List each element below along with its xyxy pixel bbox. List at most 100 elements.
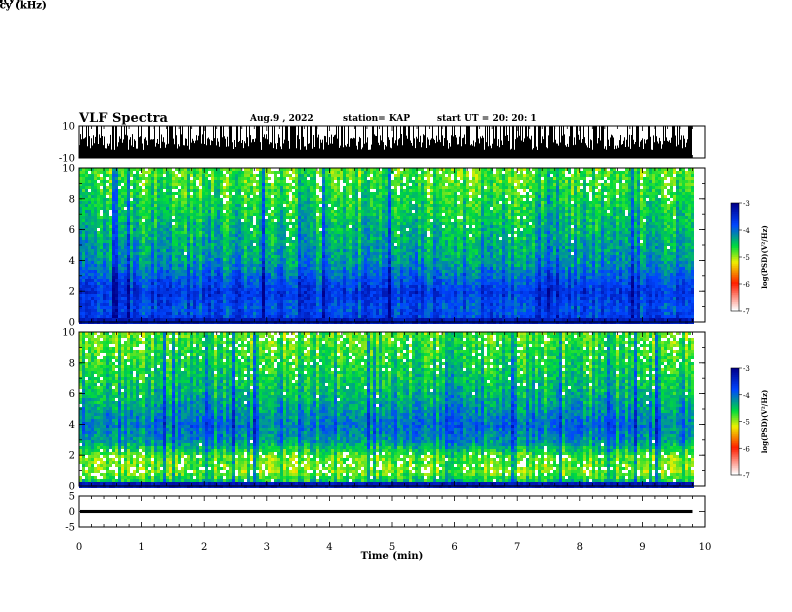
ch1-spectrogram-cell xyxy=(304,249,307,252)
ch1-spectrogram-cell xyxy=(124,231,127,234)
ch1-spectrogram-cell xyxy=(100,198,103,201)
ch1-spectrogram-cell xyxy=(82,204,85,207)
ch1-spectrogram-cell xyxy=(220,243,223,246)
ch1-spectrogram-cell xyxy=(106,279,109,282)
ch1-spectrogram-cell xyxy=(220,237,223,240)
ch1-spectrogram-cell xyxy=(262,315,265,318)
ch1-spectrogram-cell xyxy=(115,225,118,228)
ch1-spectrogram-cell xyxy=(223,315,226,318)
ch1-spectrogram-cell xyxy=(229,315,232,318)
ch1-spectrogram-cell xyxy=(187,243,190,246)
ch1-spectrogram-cell xyxy=(325,297,328,300)
ch1-spectrogram-cell xyxy=(322,291,325,294)
ch1-spectrogram-cell xyxy=(151,291,154,294)
ch1-spectrogram-cell xyxy=(334,276,337,279)
ch1-spectrogram-cell xyxy=(295,288,298,291)
ch1-spectrogram-cell xyxy=(223,231,226,234)
ch1-spectrogram-cell xyxy=(124,171,127,174)
ch1-spectrogram-cell xyxy=(172,195,175,198)
ch1-spectrogram-cell xyxy=(325,186,328,189)
ch1-spectrogram-cell xyxy=(241,303,244,306)
ch1-spectrogram-cell xyxy=(265,303,268,306)
ch1-spectrogram-cell xyxy=(334,234,337,237)
ch1-spectrogram-cell xyxy=(217,303,220,306)
ch1-spectrogram-cell xyxy=(175,225,178,228)
ch1-spectrogram-cell xyxy=(271,273,274,276)
ch1-spectrogram-cell xyxy=(244,288,247,291)
ch1-spectrogram-cell xyxy=(337,291,340,294)
ch1-spectrogram-cell xyxy=(352,282,355,285)
ch1-spectrogram-cell xyxy=(82,240,85,243)
ch1-spectrogram-cell xyxy=(172,261,175,264)
ch1-spectrogram-cell xyxy=(148,231,151,234)
ch1-spectrogram-cell xyxy=(217,261,220,264)
ch1-spectrogram-cell xyxy=(157,216,160,219)
ch1-spectrogram-cell xyxy=(307,198,310,201)
ch1-spectrogram-cell xyxy=(136,201,139,204)
ch1-spectrogram-cell xyxy=(301,312,304,315)
ch1-spectrogram-cell xyxy=(181,195,184,198)
ch1-spectrogram-cell xyxy=(262,303,265,306)
ch1-spectrogram-cell xyxy=(268,315,271,318)
ch1-spectrogram-cell xyxy=(325,210,328,213)
ch1-spectrogram-cell xyxy=(109,204,112,207)
ch1-spectrogram-cell xyxy=(178,216,181,219)
ch1-spectrogram-cell xyxy=(91,201,94,204)
ch1-spectrogram-cell xyxy=(217,294,220,297)
ch1-spectrogram-cell xyxy=(334,279,337,282)
ch1-spectrogram-cell xyxy=(280,228,283,231)
ch1-spectrogram-cell xyxy=(172,234,175,237)
ch1-spectrogram-cell xyxy=(82,288,85,291)
ch1-spectrogram-cell xyxy=(196,216,199,219)
ch1-spectrogram-cell xyxy=(148,171,151,174)
ch1-spectrogram-cell xyxy=(142,255,145,258)
ch1-spectrogram-cell xyxy=(226,231,229,234)
ch1-spectrogram-cell xyxy=(205,288,208,291)
ch1-spectrogram-cell xyxy=(232,318,235,321)
ch1-spectrogram-cell xyxy=(316,258,319,261)
ch1-spectrogram-cell xyxy=(274,318,277,321)
ch1-spectrogram-cell xyxy=(268,258,271,261)
ch1-spectrogram-cell xyxy=(253,297,256,300)
ch1-spectrogram-cell xyxy=(238,195,241,198)
ch1-spectrogram-cell xyxy=(127,288,130,291)
ch1-spectrogram-cell xyxy=(277,252,280,255)
ch1-spectrogram-cell xyxy=(250,177,253,180)
ch1-spectrogram-cell xyxy=(148,195,151,198)
ch1-spectrogram-cell xyxy=(223,249,226,252)
ch1-spectrogram-cell xyxy=(205,312,208,315)
ch1-spectrogram-cell xyxy=(331,285,334,288)
ch1-spectrogram-cell xyxy=(181,309,184,312)
ch1-spectrogram-cell xyxy=(334,246,337,249)
ch1-spectrogram-cell xyxy=(208,180,211,183)
ch1-spectrogram-cell xyxy=(262,228,265,231)
ch1-spectrogram-cell xyxy=(244,273,247,276)
ch1-spectrogram-cell xyxy=(241,264,244,267)
ch1-spectrogram-cell xyxy=(229,177,232,180)
ch1-spectrogram-cell xyxy=(232,186,235,189)
ch1-spectrogram-cell xyxy=(277,180,280,183)
ch1-spectrogram-cell xyxy=(196,306,199,309)
ch1-spectrogram-cell xyxy=(265,276,268,279)
ch1-spectrogram-cell xyxy=(352,198,355,201)
ch1-spectrogram-cell xyxy=(157,261,160,264)
ch1-spectrogram-cell xyxy=(97,309,100,312)
ch1-spectrogram-cell xyxy=(100,240,103,243)
ch1-spectrogram-cell xyxy=(151,258,154,261)
ch1-spectrogram-cell xyxy=(160,171,163,174)
ch1-spectrogram-cell xyxy=(118,258,121,261)
ch1-spectrogram-cell xyxy=(199,174,202,177)
ch1-spectrogram-cell xyxy=(97,312,100,315)
ch1-spectrogram-cell xyxy=(115,171,118,174)
ch1-spectrogram-cell xyxy=(169,195,172,198)
ch1-spectrogram-cell xyxy=(202,279,205,282)
ch1-spectrogram-cell xyxy=(325,240,328,243)
ch1-spectrogram-cell xyxy=(100,204,103,207)
ch1-spectrogram-cell xyxy=(235,207,238,210)
ch1-spectrogram-cell xyxy=(280,249,283,252)
ch1-spectrogram-cell xyxy=(253,195,256,198)
ch1-spectrogram-cell xyxy=(112,312,115,315)
ch1-spectrogram-cell xyxy=(133,222,136,225)
ch1-spectrogram-cell xyxy=(343,288,346,291)
ch1-spectrogram-cell xyxy=(283,249,286,252)
